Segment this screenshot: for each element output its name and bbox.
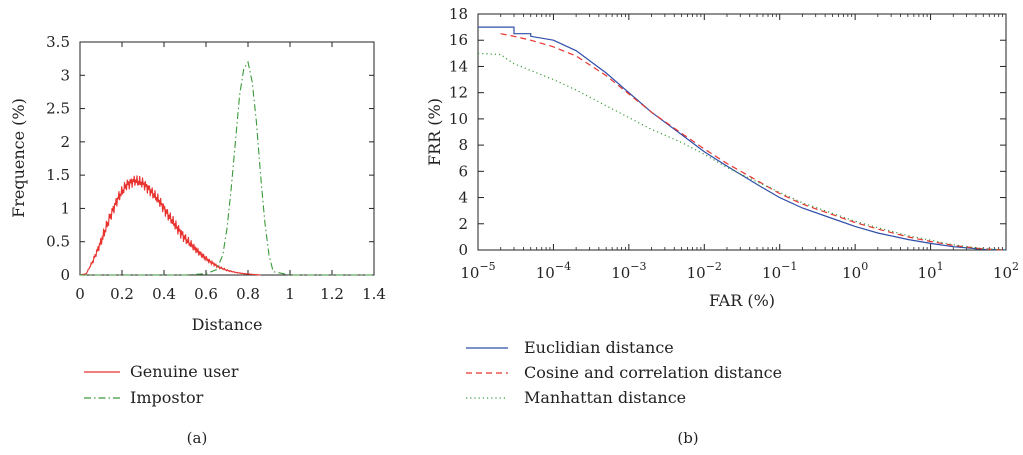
chart-a-y-tick-label: 1 — [60, 199, 70, 217]
chart-b-caption: (b) — [677, 429, 698, 447]
chart-b-legend-label-cosine: Cosine and correlation distance — [524, 363, 782, 382]
chart-b-y-axis-label: FRR (%) — [425, 98, 444, 166]
chart-b-legend-label-euclidian: Euclidian distance — [524, 338, 674, 357]
chart-b-series-line-0 — [478, 26, 1007, 251]
chart-a-x-tick-label: 0.4 — [152, 285, 176, 303]
chart-b-x-axis-label: FAR (%) — [709, 291, 775, 310]
chart-b-y-tick-label: 6 — [458, 162, 468, 180]
chart-a-legend: Genuine user Impostor — [84, 362, 239, 407]
chart-b-x-tick-label: 10−4 — [536, 260, 571, 282]
chart-a-x-axis-label: Distance — [192, 315, 263, 334]
chart-b-plot-frame — [477, 13, 1007, 251]
chart-a-series-line-0 — [79, 175, 261, 276]
chart-b-y-tick-label: 4 — [458, 189, 468, 207]
chart-a-legend-label-impostor: Impostor — [130, 388, 204, 407]
chart-a-ticks: 0 0.2 0.4 0.6 0.8 1 1.2 1.4 0 0.5 1 1.5 2 2.5 3 3.5 — [46, 33, 386, 303]
chart-a-x-tick-label: 0.2 — [110, 285, 134, 303]
chart-b-y-tick-label: 18 — [449, 5, 468, 23]
chart-b: 10−5 10−4 10−3 10−2 10−1 100 101 102 0 2 4 6 8 10 12 14… — [425, 5, 1019, 447]
chart-b-x-tick-label: 101 — [918, 260, 944, 282]
chart-b-legend-label-manhattan: Manhattan distance — [524, 388, 686, 407]
chart-a-y-tick-label: 1.5 — [46, 166, 70, 184]
chart-b-y-tick-label: 0 — [458, 241, 468, 259]
chart-b-y-tick-label: 14 — [449, 57, 468, 75]
chart-a-legend-label-genuine: Genuine user — [130, 362, 239, 381]
chart-a-x-tick-label: 1.4 — [362, 285, 386, 303]
chart-b-y-tick-label: 2 — [458, 215, 468, 233]
chart-b-ticks: 10−5 10−4 10−3 10−2 10−1 100 101 102 0 2 4 6 8 10 12 14… — [449, 5, 1019, 282]
chart-a-x-tick-label: 0.6 — [194, 285, 218, 303]
chart-a-x-tick-label: 0 — [75, 285, 85, 303]
chart-b-legend: Euclidian distance Cosine and correlatio… — [466, 338, 782, 407]
chart-b-x-tick-label: 10−2 — [687, 260, 722, 282]
chart-a-y-tick-label: 0 — [60, 266, 70, 284]
chart-a-y-tick-label: 2.5 — [46, 100, 70, 118]
chart-b-y-tick-label: 8 — [458, 136, 468, 154]
chart-a-y-tick-label: 2 — [60, 133, 70, 151]
chart-a-plot-frame — [79, 41, 375, 276]
chart-a-y-tick-label: 3 — [60, 66, 70, 84]
chart-a-x-tick-label: 1 — [285, 285, 295, 303]
chart-b-series — [477, 26, 1007, 251]
chart-b-series-line-2 — [477, 52, 1007, 251]
chart-a-x-tick-label: 0.8 — [236, 285, 260, 303]
chart-b-series-line-1 — [500, 33, 1007, 251]
chart-b-x-tick-label: 100 — [842, 260, 868, 282]
chart-b-x-tick-label: 102 — [993, 260, 1019, 282]
chart-a-y-tick-label: 0.5 — [46, 233, 70, 251]
chart-a-y-tick-label: 3.5 — [46, 33, 70, 51]
chart-a-series — [79, 60, 374, 276]
chart-a-y-axis-label: Frequence (%) — [9, 98, 28, 218]
chart-a: 0 0.2 0.4 0.6 0.8 1 1.2 1.4 0 0.5 1 1.5 2 2.5 3 3.5 Dis… — [9, 33, 386, 447]
chart-b-x-tick-label: 10−3 — [611, 260, 646, 282]
chart-a-caption: (a) — [187, 429, 208, 447]
chart-b-y-tick-label: 10 — [449, 110, 468, 128]
chart-b-y-tick-label: 16 — [449, 31, 468, 49]
chart-a-series-line-1 — [80, 60, 374, 276]
chart-b-x-tick-label: 10−1 — [762, 260, 797, 282]
chart-b-x-tick-label: 10−5 — [460, 260, 495, 282]
chart-a-x-tick-label: 1.2 — [320, 285, 344, 303]
chart-b-y-tick-label: 12 — [449, 84, 468, 102]
